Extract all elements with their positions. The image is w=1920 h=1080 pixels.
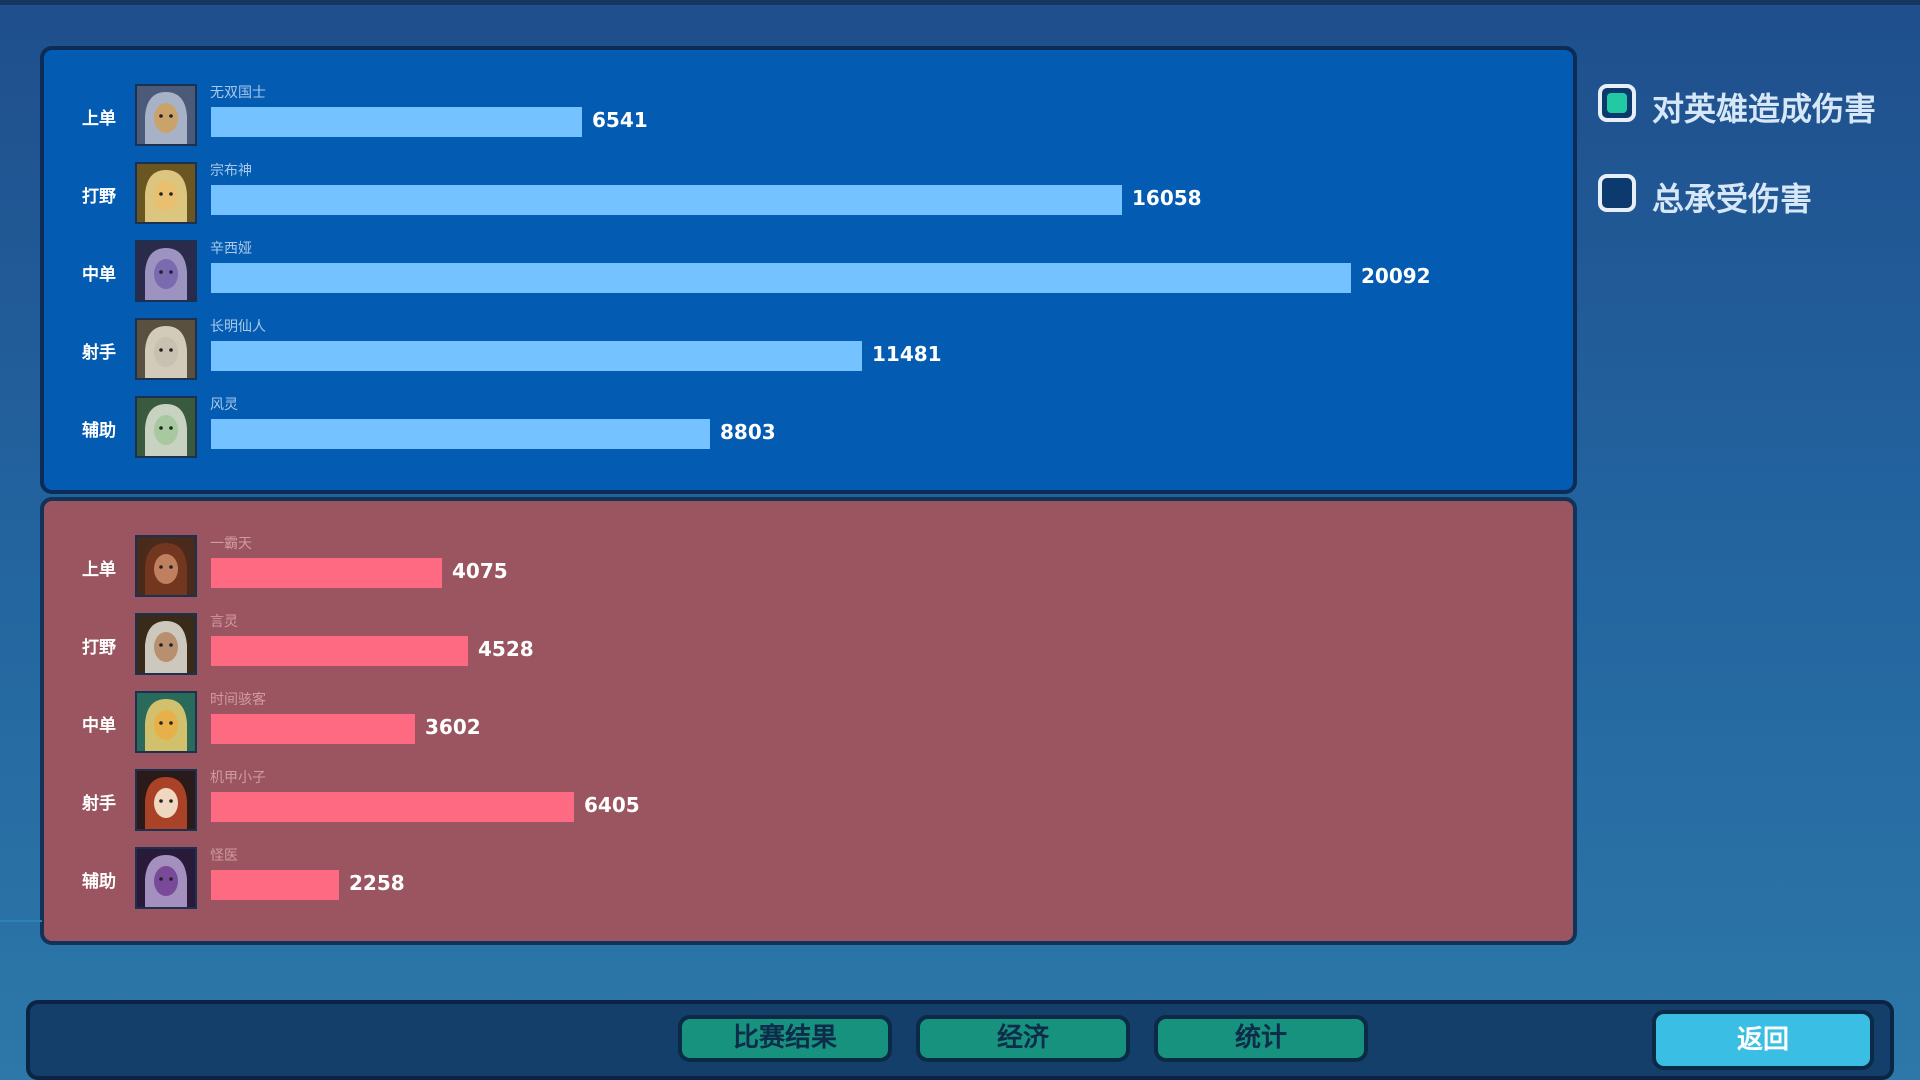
- hero-portrait-icon[interactable]: [135, 318, 197, 380]
- damage-value: 6405: [584, 793, 640, 817]
- damage-bar: [211, 419, 710, 449]
- filter-damage-to-heroes-label: 对英雄造成伤害: [1652, 90, 1877, 128]
- hero-name: 言灵: [210, 614, 238, 630]
- red-player-row: 中单 时间骇客 3602: [44, 685, 1544, 763]
- damage-value: 2258: [349, 871, 405, 895]
- tab-economy[interactable]: 经济: [916, 1015, 1130, 1062]
- left-edge-line: [0, 920, 42, 922]
- role-label: 射手: [82, 343, 116, 363]
- tab-match-result[interactable]: 比赛结果: [678, 1015, 892, 1062]
- hero-name: 长明仙人: [210, 319, 266, 335]
- hero-portrait-icon[interactable]: [135, 613, 197, 675]
- damage-bar: [211, 185, 1122, 215]
- damage-bar: [211, 792, 574, 822]
- hero-name: 风灵: [210, 397, 238, 413]
- blue-player-row: 打野 宗布神 16058: [44, 156, 1544, 234]
- damage-bar: [211, 263, 1351, 293]
- role-label: 辅助: [82, 421, 116, 441]
- red-player-row: 射手 机甲小子 6405: [44, 763, 1544, 841]
- damage-bar: [211, 714, 415, 744]
- role-label: 中单: [82, 716, 116, 736]
- role-label: 上单: [82, 109, 116, 129]
- blue-team-panel: 上单 无双国士 6541 打野 宗布神 16058 中单 辛西娅 20092 射手 长明仙人 1148…: [40, 46, 1577, 494]
- filter-total-damage-taken[interactable]: 总承受伤害: [1598, 174, 1918, 218]
- blue-player-row: 上单 无双国士 6541: [44, 78, 1544, 156]
- damage-value: 6541: [592, 108, 648, 132]
- hero-name: 时间骇客: [210, 692, 266, 708]
- checkbox-damage-to-heroes[interactable]: [1598, 84, 1636, 122]
- hero-portrait-icon[interactable]: [135, 396, 197, 458]
- red-team-panel: 上单 一霸天 4075 打野 言灵 4528 中单 时间骇客 3602 射手 机甲小子 6405 辅助 怪…: [40, 497, 1577, 945]
- hero-name: 机甲小子: [210, 770, 266, 786]
- hero-name: 辛西娅: [210, 241, 252, 257]
- role-label: 打野: [82, 187, 116, 207]
- hero-name: 怪医: [210, 848, 238, 864]
- filter-damage-to-heroes[interactable]: 对英雄造成伤害: [1598, 84, 1918, 128]
- hero-portrait-icon[interactable]: [135, 691, 197, 753]
- blue-player-row: 射手 长明仙人 11481: [44, 312, 1544, 390]
- tab-statistics[interactable]: 统计: [1154, 1015, 1368, 1062]
- damage-bar: [211, 341, 862, 371]
- role-label: 辅助: [82, 872, 116, 892]
- hero-portrait-icon[interactable]: [135, 240, 197, 302]
- red-player-row: 上单 一霸天 4075: [44, 529, 1544, 607]
- damage-value: 11481: [872, 342, 942, 366]
- top-border: [0, 0, 1920, 5]
- role-label: 上单: [82, 560, 116, 580]
- damage-bar: [211, 636, 468, 666]
- hero-portrait-icon[interactable]: [135, 535, 197, 597]
- damage-value: 3602: [425, 715, 481, 739]
- blue-player-row: 辅助 风灵 8803: [44, 390, 1544, 468]
- damage-bar: [211, 870, 339, 900]
- damage-value: 4075: [452, 559, 508, 583]
- back-button[interactable]: 返回: [1652, 1010, 1874, 1070]
- filter-total-damage-taken-label: 总承受伤害: [1652, 180, 1813, 218]
- damage-value: 16058: [1132, 186, 1202, 210]
- damage-bar: [211, 558, 442, 588]
- damage-value: 4528: [478, 637, 534, 661]
- damage-bar: [211, 107, 582, 137]
- role-label: 射手: [82, 794, 116, 814]
- hero-portrait-icon[interactable]: [135, 847, 197, 909]
- damage-value: 8803: [720, 420, 776, 444]
- role-label: 打野: [82, 638, 116, 658]
- role-label: 中单: [82, 265, 116, 285]
- checkbox-total-damage-taken[interactable]: [1598, 174, 1636, 212]
- hero-name: 一霸天: [210, 536, 252, 552]
- hero-name: 无双国士: [210, 85, 266, 101]
- hero-portrait-icon[interactable]: [135, 769, 197, 831]
- checkbox-check-fill: [1607, 93, 1627, 113]
- hero-portrait-icon[interactable]: [135, 84, 197, 146]
- hero-portrait-icon[interactable]: [135, 162, 197, 224]
- red-player-row: 打野 言灵 4528: [44, 607, 1544, 685]
- hero-name: 宗布神: [210, 163, 252, 179]
- red-player-row: 辅助 怪医 2258: [44, 841, 1544, 919]
- blue-player-row: 中单 辛西娅 20092: [44, 234, 1544, 312]
- damage-value: 20092: [1361, 264, 1431, 288]
